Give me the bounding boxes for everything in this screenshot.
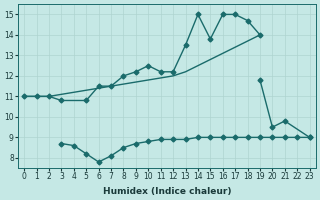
X-axis label: Humidex (Indice chaleur): Humidex (Indice chaleur): [103, 187, 231, 196]
